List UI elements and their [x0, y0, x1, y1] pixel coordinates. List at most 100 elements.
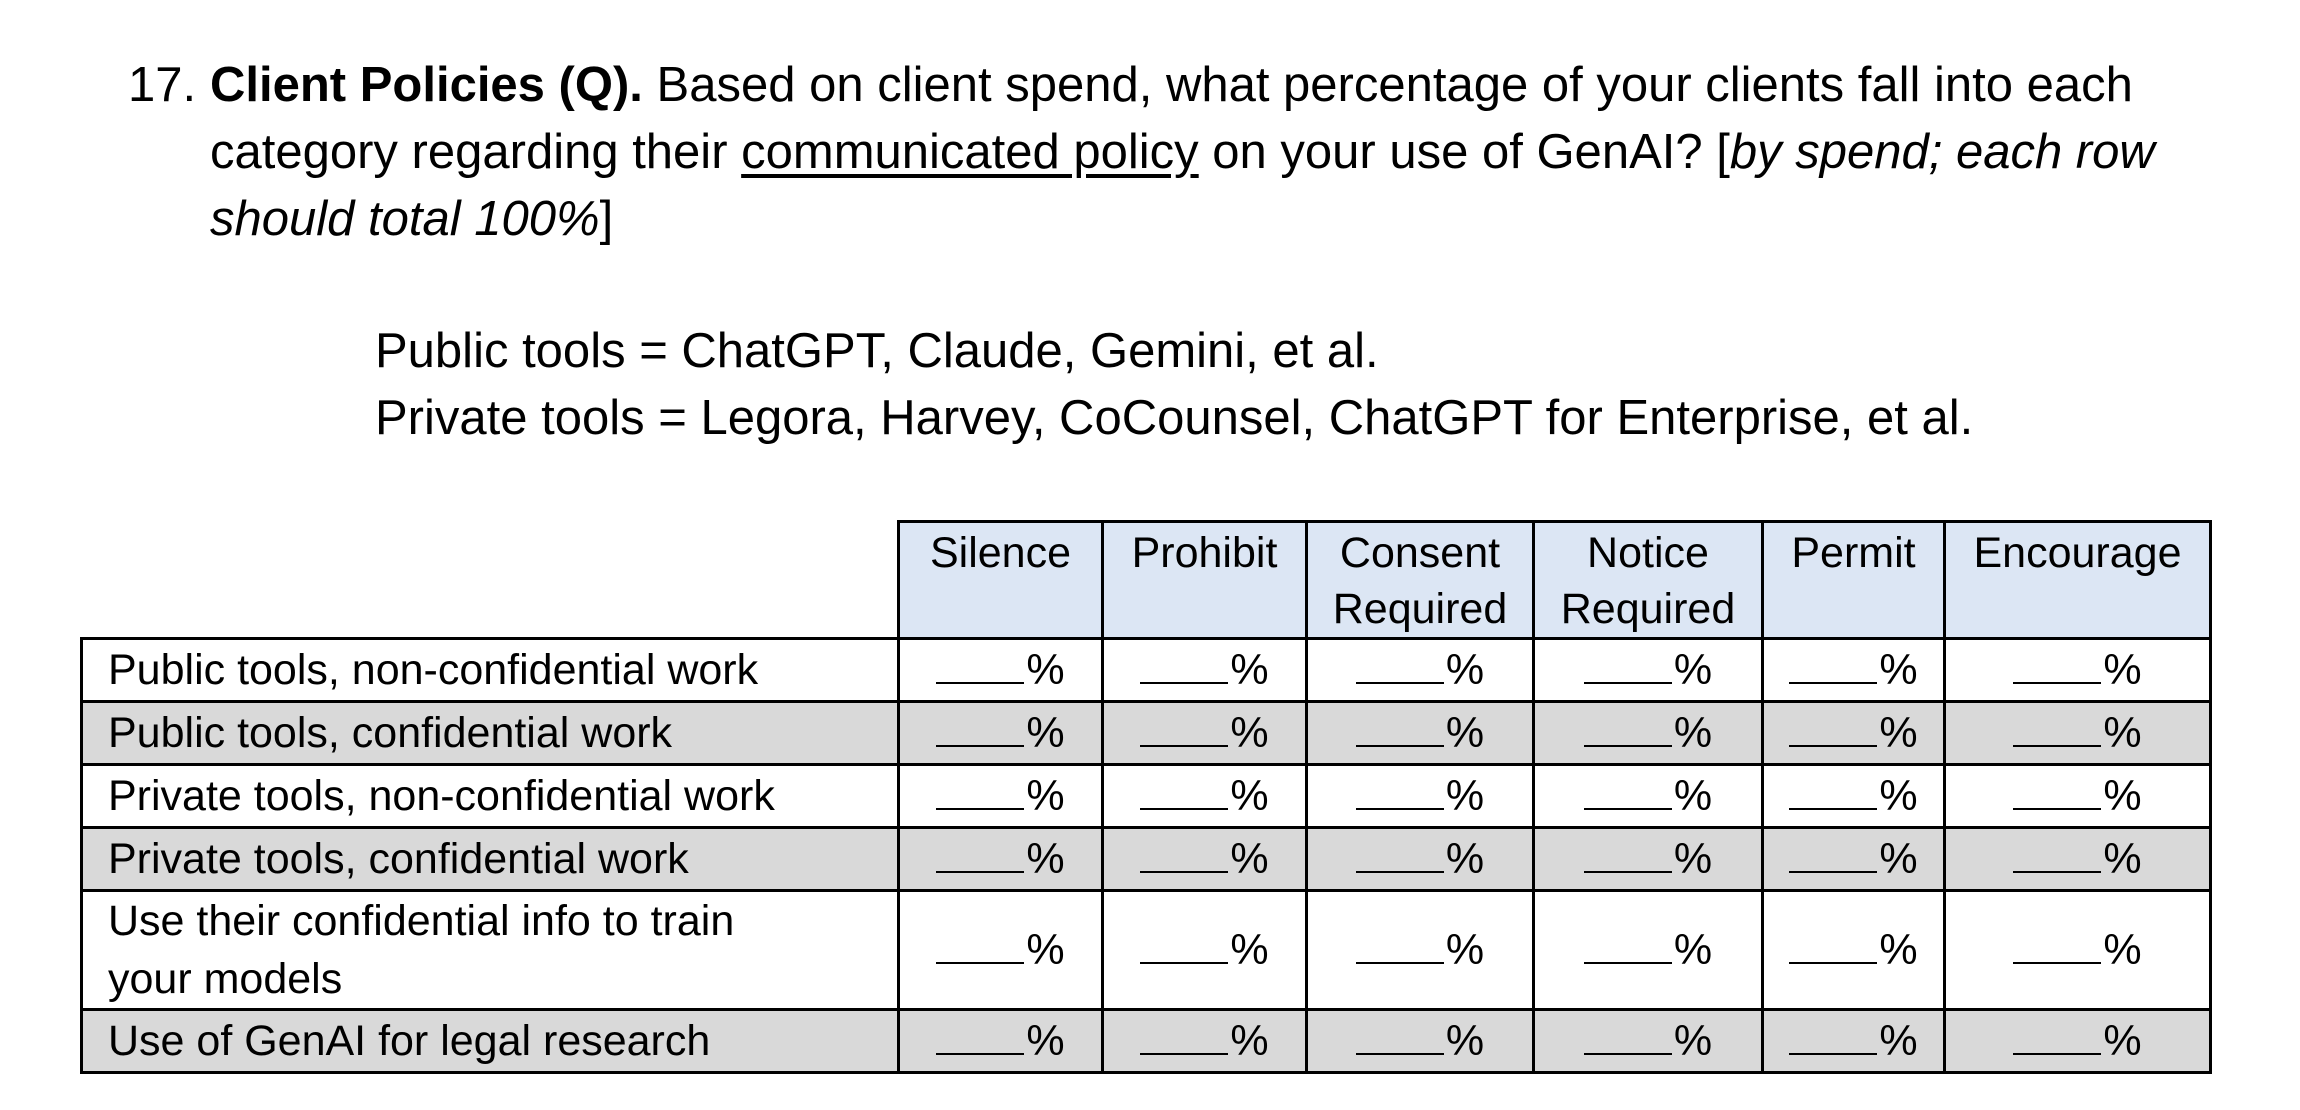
blank-line[interactable] — [1789, 652, 1878, 684]
question-text-part-2: on your use of GenAI? [ — [1198, 125, 1730, 179]
percentage-entry-cell[interactable]: % — [1532, 763, 1764, 829]
blank-line[interactable] — [2013, 932, 2102, 964]
percentage-entry-cell[interactable]: % — [1532, 1008, 1764, 1074]
percentage-entry-cell[interactable]: % — [1943, 826, 2212, 892]
percentage-entry-cell[interactable]: % — [897, 637, 1104, 703]
blank-line[interactable] — [1789, 715, 1878, 747]
blank-line[interactable] — [936, 932, 1025, 964]
percentage-entry-cell[interactable]: % — [1101, 1008, 1308, 1074]
blank-line[interactable] — [2013, 778, 2102, 810]
percentage-entry-cell[interactable]: % — [1943, 700, 2212, 766]
column-header-encourage: Encourage — [1943, 520, 2212, 640]
blank-line[interactable] — [1355, 715, 1444, 747]
table-row: Public tools, confidential work % % % % … — [80, 700, 2212, 766]
percentage-entry-cell[interactable]: % — [1532, 637, 1764, 703]
blank-line[interactable] — [936, 841, 1025, 873]
percentage-entry-cell[interactable]: % — [1761, 637, 1946, 703]
percentage-entry-cell[interactable]: % — [897, 1008, 1104, 1074]
percent-sign: % — [1026, 708, 1065, 757]
blank-line[interactable] — [1355, 841, 1444, 873]
percentage-entry-cell[interactable]: % — [1761, 826, 1946, 892]
blank-line[interactable] — [1140, 932, 1229, 964]
percentage-entry-cell[interactable]: % — [1101, 700, 1308, 766]
blank-line[interactable] — [1355, 652, 1444, 684]
percentage-entry-cell[interactable]: % — [1101, 637, 1308, 703]
blank-line[interactable] — [1583, 932, 1672, 964]
percentage-entry-cell[interactable]: % — [1761, 763, 1946, 829]
percent-sign: % — [1879, 645, 1918, 694]
blank-line[interactable] — [936, 715, 1025, 747]
row-label-text: Public tools, confidential work — [108, 709, 673, 757]
percentage-entry-cell[interactable]: % — [897, 700, 1104, 766]
blank-line[interactable] — [1583, 841, 1672, 873]
percentage-entry-cell[interactable]: % — [1532, 889, 1764, 1011]
column-header-silence: Silence — [897, 520, 1104, 640]
blank-line[interactable] — [1140, 841, 1229, 873]
percent-sign: % — [1673, 708, 1713, 757]
blank-line[interactable] — [1789, 1023, 1878, 1055]
percentage-entry-cell[interactable]: % — [1532, 826, 1764, 892]
blank-line[interactable] — [1583, 715, 1672, 747]
percent-sign: % — [1445, 645, 1485, 694]
blank-line[interactable] — [2013, 715, 2102, 747]
column-header-label: Encourage — [1973, 529, 2182, 577]
blank-line[interactable] — [1789, 932, 1878, 964]
question-title: Client Policies (Q). — [210, 58, 643, 112]
percentage-entry-cell[interactable]: % — [897, 826, 1104, 892]
blank-line[interactable] — [1140, 778, 1229, 810]
question-text: Client Policies (Q). Based on client spe… — [210, 52, 2190, 253]
percent-sign: % — [1673, 771, 1713, 820]
header-row: Silence Prohibit Consent Required Notice R… — [82, 520, 2212, 640]
percentage-entry-cell[interactable]: % — [1305, 700, 1535, 766]
blank-line[interactable] — [2013, 1023, 2102, 1055]
percent-sign: % — [2103, 645, 2142, 694]
percent-sign: % — [2103, 708, 2142, 757]
percentage-entry-cell[interactable]: % — [1305, 889, 1535, 1011]
table-row: Private tools, confidential work % % % %… — [80, 826, 2212, 892]
blank-line[interactable] — [1789, 778, 1878, 810]
percentage-entry-cell[interactable]: % — [897, 763, 1104, 829]
percentage-entry-cell[interactable]: % — [1943, 1008, 2212, 1074]
percent-sign: % — [1673, 1016, 1713, 1065]
percentage-entry-cell[interactable]: % — [1305, 1008, 1535, 1074]
blank-line[interactable] — [1583, 778, 1672, 810]
blank-line[interactable] — [2013, 841, 2102, 873]
percent-sign: % — [1879, 771, 1918, 820]
percent-sign: % — [2103, 834, 2142, 883]
blank-line[interactable] — [1355, 778, 1444, 810]
blank-line[interactable] — [936, 778, 1025, 810]
percentage-entry-cell[interactable]: % — [1101, 763, 1308, 829]
percentage-entry-cell[interactable]: % — [1761, 700, 1946, 766]
blank-line[interactable] — [936, 652, 1025, 684]
blank-line[interactable] — [1583, 1023, 1672, 1055]
percentage-entry-cell[interactable]: % — [1305, 637, 1535, 703]
percentage-entry-cell[interactable]: % — [1943, 889, 2212, 1011]
blank-line[interactable] — [1355, 932, 1444, 964]
blank-line[interactable] — [1140, 715, 1229, 747]
blank-line[interactable] — [1355, 1023, 1444, 1055]
percentage-entry-cell[interactable]: % — [1761, 889, 1946, 1011]
blank-line[interactable] — [1140, 1023, 1229, 1055]
percentage-entry-cell[interactable]: % — [1305, 763, 1535, 829]
percentage-entry-cell[interactable]: % — [1943, 637, 2212, 703]
percentage-entry-cell[interactable]: % — [1943, 763, 2212, 829]
percentage-entry-cell[interactable]: % — [1305, 826, 1535, 892]
blank-line[interactable] — [1140, 652, 1229, 684]
column-header-notice-required: Notice Required — [1532, 520, 1764, 640]
blank-line[interactable] — [2013, 652, 2102, 684]
percentage-entry-cell[interactable]: % — [1101, 889, 1308, 1011]
percentage-entry-cell[interactable]: % — [1101, 826, 1308, 892]
blank-line[interactable] — [1583, 652, 1672, 684]
percentage-entry-cell[interactable]: % — [1761, 1008, 1946, 1074]
percent-sign: % — [1230, 645, 1269, 694]
percentage-entry-cell[interactable]: % — [1532, 700, 1764, 766]
column-header-label-line2: Required — [1560, 585, 1736, 633]
percent-sign: % — [1230, 925, 1269, 974]
row-label-text: Private tools, non-confidential work — [108, 772, 775, 820]
blank-line[interactable] — [936, 1023, 1025, 1055]
blank-line[interactable] — [1789, 841, 1878, 873]
percentage-entry-cell[interactable]: % — [897, 889, 1104, 1011]
percent-sign: % — [1026, 645, 1065, 694]
percent-sign: % — [1879, 925, 1918, 974]
percent-sign: % — [1230, 1016, 1269, 1065]
